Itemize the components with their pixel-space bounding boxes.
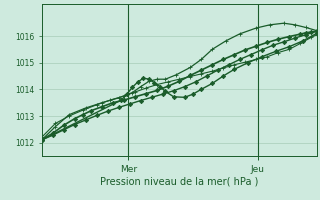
- X-axis label: Pression niveau de la mer( hPa ): Pression niveau de la mer( hPa ): [100, 177, 258, 187]
